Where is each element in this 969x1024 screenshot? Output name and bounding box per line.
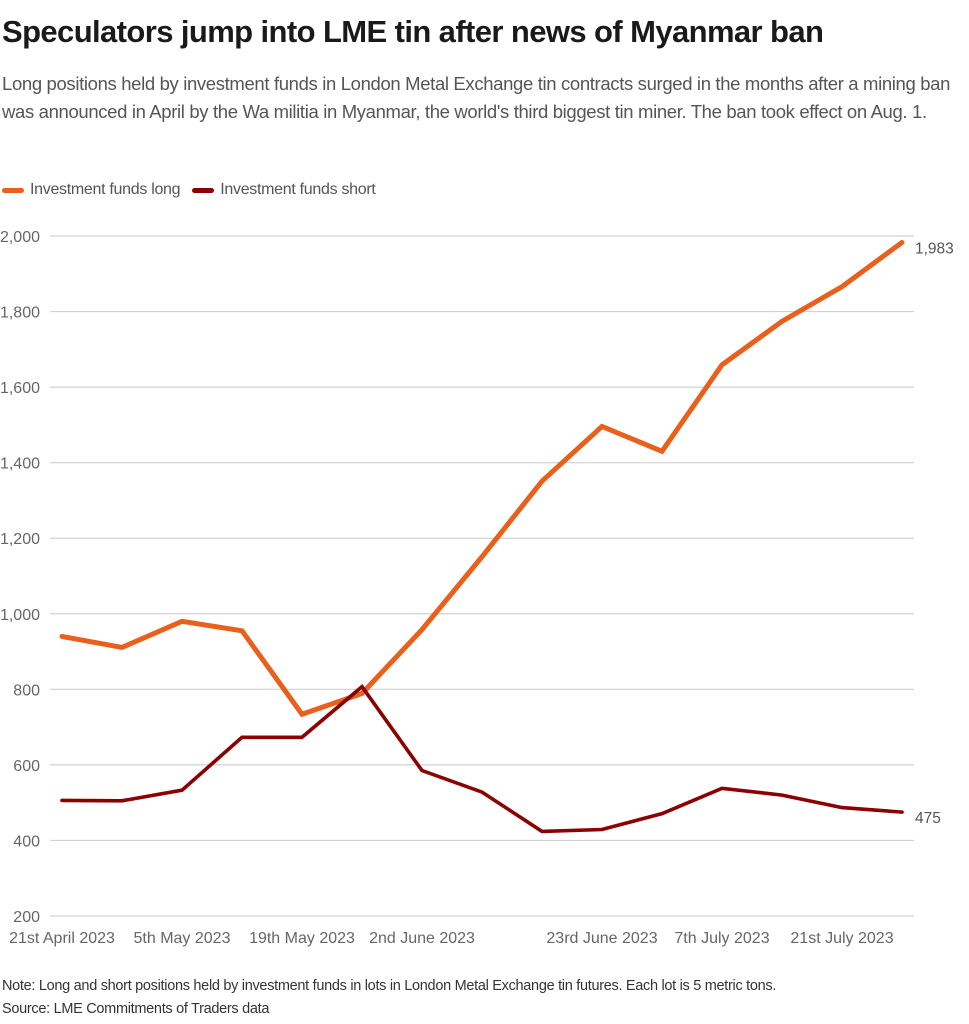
footer-note: Note: Long and short positions held by i…: [2, 978, 777, 994]
legend-swatch-short: [192, 187, 215, 193]
line-chart: 200 400 600 800 1,000 1,200 1,400 1,600 1,800 2,0…: [0, 229, 954, 947]
x-tick-label: 23rd June 2023: [546, 930, 657, 947]
legend-item-short: Investment funds short: [192, 181, 376, 199]
legend-label-long: Investment funds long: [30, 181, 181, 198]
y-tick-label: 1,800: [0, 305, 40, 322]
x-tick-label: 19th May 2023: [249, 930, 355, 947]
x-tick-label: 21st July 2023: [790, 930, 893, 947]
series-line-short: [60, 684, 904, 834]
legend-item-long: Investment funds long: [2, 181, 181, 199]
y-tick-label: 400: [13, 833, 40, 850]
x-tick-label: 2nd June 2023: [369, 930, 475, 947]
x-tick-label: 7th July 2023: [674, 930, 769, 947]
end-label-short: 475: [915, 810, 941, 827]
x-tick-label: 5th May 2023: [134, 930, 231, 947]
y-tick-label: 1,200: [0, 531, 40, 548]
series-line-long: [59, 239, 905, 718]
x-tick-label: 21st April 2023: [9, 930, 115, 947]
y-tick-label: 1,400: [0, 456, 40, 473]
y-tick-label: 1,000: [0, 607, 40, 624]
legend-swatch-long: [2, 187, 24, 193]
y-tick-label: 800: [13, 682, 40, 699]
y-tick-label: 200: [13, 909, 40, 926]
footer-source: Source: LME Commitments of Traders data: [2, 1001, 270, 1017]
end-label-long: 1,983: [915, 240, 954, 257]
y-tick-label: 1,600: [0, 380, 40, 397]
y-tick-label: 2,000: [0, 229, 40, 246]
chart-title: Speculators jump into LME tin after news…: [2, 14, 824, 49]
chart-subtitle: Long positions held by investment funds …: [2, 73, 951, 122]
y-tick-label: 600: [13, 758, 40, 775]
legend-label-short: Investment funds short: [220, 181, 376, 198]
legend: Investment funds long Investment funds s…: [2, 181, 388, 199]
